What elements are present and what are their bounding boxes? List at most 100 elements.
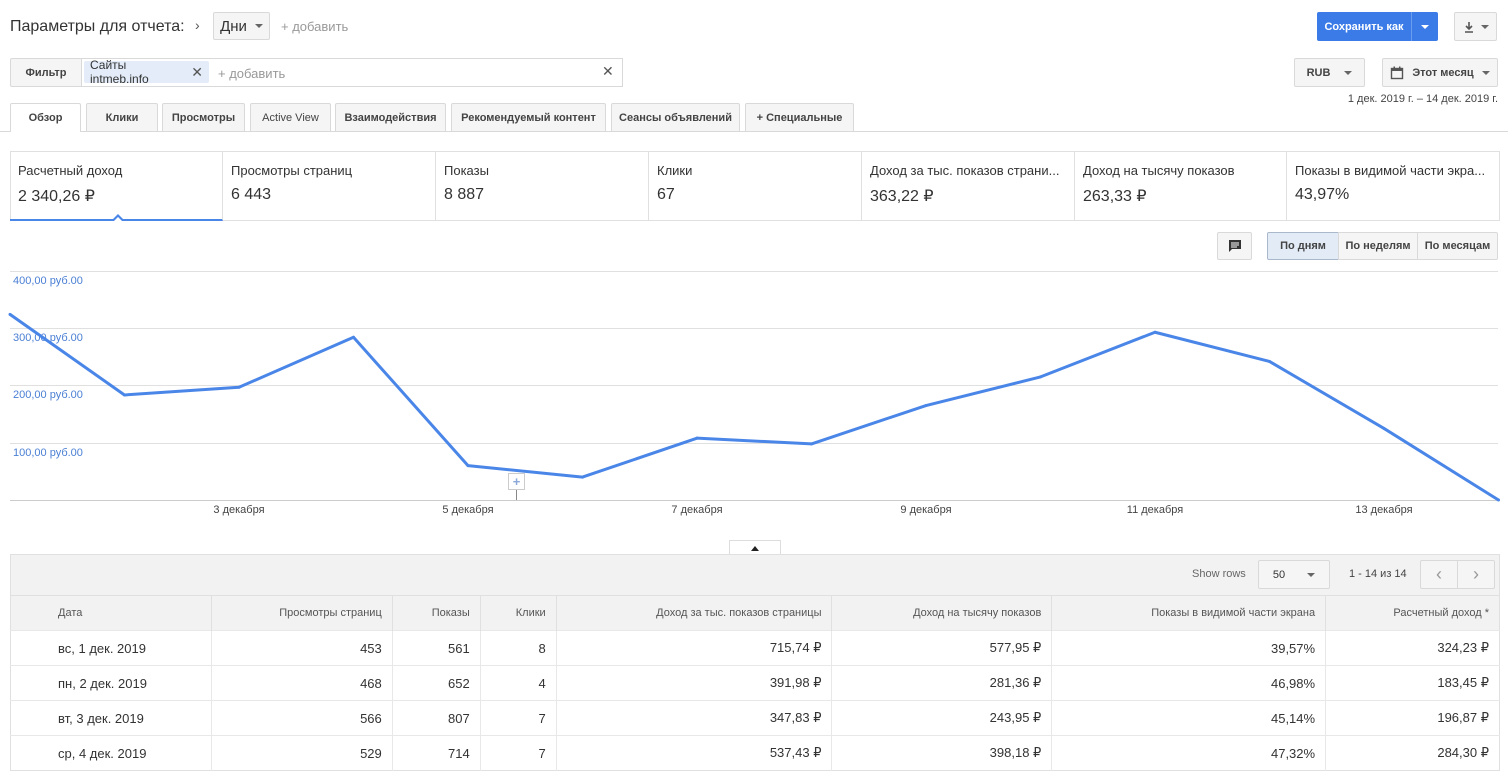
data-point[interactable] <box>924 404 928 408</box>
chevron-down-icon <box>1481 70 1490 75</box>
add-dimension-link[interactable]: + добавить <box>281 19 349 34</box>
cell-page-views: 566 <box>211 700 393 736</box>
data-point[interactable] <box>695 436 699 440</box>
scorecard-page-views[interactable]: Просмотры страниц 6 443 <box>223 151 436 221</box>
tab-recommended-content[interactable]: Рекомендуемый контент <box>451 103 606 131</box>
data-point[interactable] <box>466 464 470 468</box>
tab-interactions[interactable]: Взаимодействия <box>335 103 446 131</box>
cell-viewability: 45,14% <box>1051 700 1327 736</box>
column-header-viewability[interactable]: Показы в видимой части экрана <box>1051 595 1327 631</box>
scorecard-viewability[interactable]: Показы в видимой части экра... 43,97% <box>1287 151 1500 221</box>
y-tick-label: 200,00 руб.00 <box>13 389 83 401</box>
collapse-chart-button[interactable] <box>729 540 781 555</box>
tab-custom[interactable]: + Специальные <box>745 103 854 131</box>
add-annotation-marker[interactable]: + <box>508 473 525 490</box>
filter-button[interactable]: Фильтр <box>10 58 82 87</box>
cell-page-rpm: 391,98 ₽ <box>556 665 833 701</box>
save-as-label: Сохранить как <box>1324 20 1404 33</box>
cell-clicks: 4 <box>480 665 557 701</box>
rows-per-page-value: 50 <box>1272 568 1286 581</box>
clear-filter-icon[interactable]: ✕ <box>602 63 614 79</box>
dimension-dropdown[interactable]: Дни <box>213 12 270 40</box>
next-page-button[interactable]: › <box>1457 560 1495 589</box>
data-point[interactable] <box>352 335 355 339</box>
tab-overview[interactable]: Обзор <box>10 103 81 132</box>
pagination-text: 1 - 14 из 14 <box>1349 568 1407 580</box>
table-row: ср, 4 дек. 2019 529 714 7 537,43 ₽ 398,1… <box>10 735 1500 771</box>
selected-pointer-inner <box>114 217 122 221</box>
data-point[interactable] <box>1039 375 1042 379</box>
tab-views[interactable]: Просмотры <box>162 103 245 131</box>
granularity-weeks-button[interactable]: По неделям <box>1338 232 1418 260</box>
close-icon[interactable]: ✕ <box>191 63 203 80</box>
scorecard-value: 8 887 <box>444 186 485 203</box>
column-header-estimated-earnings[interactable]: Расчетный доход * <box>1325 595 1500 631</box>
column-header-page-rpm[interactable]: Доход за тыс. показов страницы <box>556 595 833 631</box>
cell-date: ср, 4 дек. 2019 <box>10 735 212 771</box>
save-as-menu-button[interactable] <box>1411 12 1438 41</box>
data-point[interactable] <box>1497 498 1500 502</box>
column-header-page-views[interactable]: Просмотры страниц <box>211 595 393 631</box>
scorecard-value: 263,33 ₽ <box>1083 188 1147 205</box>
scorecard-impressions[interactable]: Показы 8 887 <box>436 151 649 221</box>
cell-impressions: 714 <box>392 735 481 771</box>
column-header-impressions[interactable]: Показы <box>392 595 481 631</box>
column-header-impression-rpm[interactable]: Доход на тысячу показов <box>831 595 1053 631</box>
filter-chip[interactable]: Сайты intmeb.info ✕ <box>84 58 209 86</box>
table-row: вс, 1 дек. 2019 453 561 8 715,74 ₽ 577,9… <box>10 630 1500 666</box>
filter-add-input[interactable]: + добавить <box>218 66 286 81</box>
dimension-value: Дни <box>220 17 247 35</box>
scorecard-clicks[interactable]: Клики 67 <box>649 151 862 221</box>
date-range-text: 1 дек. 2019 г. – 14 дек. 2019 г. <box>1347 93 1498 105</box>
data-point[interactable] <box>581 475 584 479</box>
scorecard-page-rpm[interactable]: Доход за тыс. показов страни... 363,22 ₽ <box>862 151 1075 221</box>
granularity-months-button[interactable]: По месяцам <box>1417 232 1498 260</box>
cell-viewability: 39,57% <box>1051 630 1327 666</box>
data-point[interactable] <box>810 442 813 446</box>
data-point[interactable] <box>1382 426 1386 430</box>
table-header-row: Дата Просмотры страниц Показы Клики Дохо… <box>10 595 1500 631</box>
download-button[interactable] <box>1454 12 1497 41</box>
y-tick-label: 400,00 руб.00 <box>13 275 83 287</box>
cell-estimated-earnings: 284,30 ₽ <box>1325 735 1500 771</box>
data-point[interactable] <box>123 393 126 397</box>
cell-page-views: 529 <box>211 735 393 771</box>
chevron-right-icon: › <box>1473 564 1479 584</box>
data-point[interactable] <box>8 312 12 316</box>
cell-clicks: 8 <box>480 630 557 666</box>
cell-date: пн, 2 дек. 2019 <box>10 665 212 701</box>
rows-per-page-dropdown[interactable]: 50 <box>1258 560 1330 589</box>
annotations-button[interactable] <box>1217 232 1252 260</box>
period-dropdown[interactable]: Этот месяц <box>1382 58 1498 87</box>
cell-impressions: 652 <box>392 665 481 701</box>
column-header-date[interactable]: Дата <box>10 595 212 631</box>
chevron-down-icon <box>1421 24 1429 29</box>
x-tick-label: 7 декабря <box>671 504 723 516</box>
save-as-button[interactable]: Сохранить как <box>1317 12 1411 41</box>
prev-page-button[interactable]: ‹ <box>1420 560 1458 589</box>
scorecard-value: 43,97% <box>1295 186 1350 203</box>
data-point[interactable] <box>237 385 241 389</box>
column-header-clicks[interactable]: Клики <box>480 595 557 631</box>
chevron-down-icon <box>254 24 263 28</box>
cell-clicks: 7 <box>480 735 557 771</box>
cell-estimated-earnings: 196,87 ₽ <box>1325 700 1500 736</box>
x-tick-label: 3 декабря <box>213 504 265 516</box>
tab-ad-sessions[interactable]: Сеансы объявлений <box>611 103 740 131</box>
table-toolbar <box>10 554 1500 595</box>
data-point[interactable] <box>1268 359 1271 363</box>
tab-active-view[interactable]: Active View <box>250 103 331 131</box>
currency-dropdown[interactable]: RUB <box>1294 58 1365 87</box>
cell-impression-rpm: 398,18 ₽ <box>831 735 1053 771</box>
gridline <box>10 443 1498 444</box>
calendar-icon <box>1391 66 1404 79</box>
granularity-days-button[interactable]: По дням <box>1267 232 1339 260</box>
chevron-up-icon <box>751 545 759 551</box>
scorecard-impression-rpm[interactable]: Доход на тысячу показов 263,33 ₽ <box>1075 151 1287 221</box>
cell-impression-rpm: 281,36 ₽ <box>831 665 1053 701</box>
tab-clicks[interactable]: Клики <box>86 103 158 131</box>
cell-date: вс, 1 дек. 2019 <box>10 630 212 666</box>
download-icon <box>1464 21 1473 33</box>
cell-viewability: 46,98% <box>1051 665 1327 701</box>
data-point[interactable] <box>1153 330 1157 334</box>
